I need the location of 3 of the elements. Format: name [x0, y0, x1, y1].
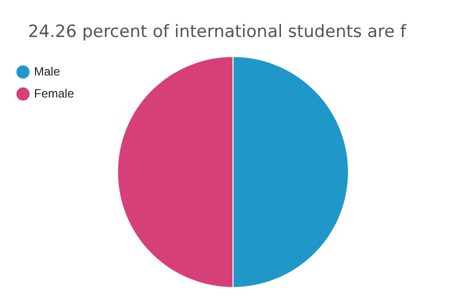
legend-label: Female	[34, 86, 74, 100]
chart-title: 24.26 percent of international students are f	[27, 21, 408, 42]
legend-label: Male	[34, 64, 60, 78]
